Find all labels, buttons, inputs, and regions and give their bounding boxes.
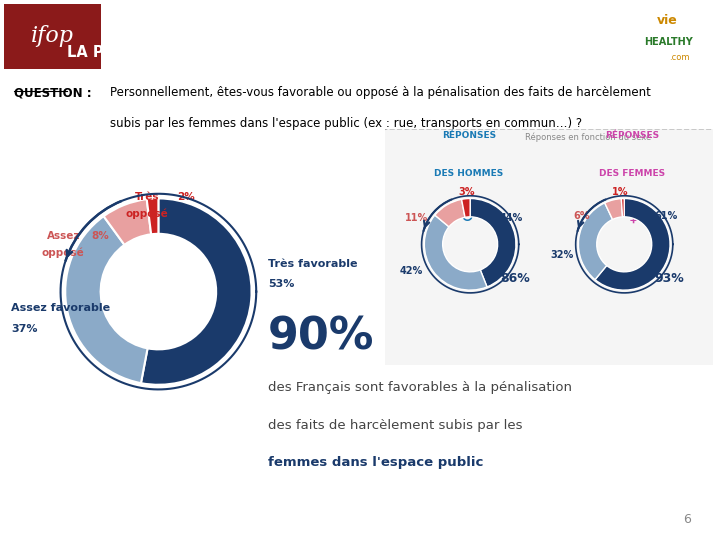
Text: ifop: ifop bbox=[31, 25, 74, 47]
FancyBboxPatch shape bbox=[4, 4, 101, 69]
Text: .com: .com bbox=[670, 54, 690, 62]
Text: 86%: 86% bbox=[500, 272, 530, 285]
Wedge shape bbox=[470, 199, 516, 287]
Text: Personnellement, êtes-vous favorable ou opposé à la pénalisation des faits de ha: Personnellement, êtes-vous favorable ou … bbox=[109, 86, 650, 99]
Wedge shape bbox=[605, 199, 623, 220]
Text: L'ADHÉSION DES FRANÇAIS À: L'ADHÉSION DES FRANÇAIS À bbox=[238, 16, 482, 34]
Text: 32%: 32% bbox=[550, 250, 573, 260]
Text: 44%: 44% bbox=[500, 213, 523, 223]
Text: 8%: 8% bbox=[91, 231, 109, 241]
Text: DES FEMMES: DES FEMMES bbox=[600, 169, 665, 178]
Text: 11%: 11% bbox=[405, 213, 428, 223]
Text: des faits de harcèlement subis par les: des faits de harcèlement subis par les bbox=[268, 419, 523, 432]
Text: femmes dans l'espace public: femmes dans l'espace public bbox=[268, 456, 484, 469]
Wedge shape bbox=[435, 199, 465, 227]
Text: Assez favorable: Assez favorable bbox=[12, 303, 110, 314]
Text: RÉPONSES: RÉPONSES bbox=[606, 131, 660, 140]
Text: 61%: 61% bbox=[654, 211, 678, 221]
Text: 53%: 53% bbox=[269, 279, 294, 289]
Text: 42%: 42% bbox=[399, 266, 423, 276]
Text: QUESTION :: QUESTION : bbox=[14, 86, 92, 99]
Text: Réponses en fonction du sexe: Réponses en fonction du sexe bbox=[525, 133, 652, 142]
Text: LA PÉNALISATION DES FAITS DE HARCÈLEMENT DANS L'ESPACE PUBLIC: LA PÉNALISATION DES FAITS DE HARCÈLEMENT… bbox=[66, 45, 654, 60]
Text: Assez: Assez bbox=[47, 231, 80, 241]
FancyBboxPatch shape bbox=[382, 129, 716, 367]
Wedge shape bbox=[621, 199, 624, 217]
Text: HEALTHY: HEALTHY bbox=[644, 37, 693, 47]
Text: 1%: 1% bbox=[612, 187, 629, 197]
Text: opposé: opposé bbox=[42, 247, 85, 258]
Wedge shape bbox=[595, 199, 670, 290]
Text: des Français sont favorables à la pénalisation: des Français sont favorables à la pénali… bbox=[268, 381, 572, 394]
Text: 2%: 2% bbox=[177, 192, 195, 201]
Text: 3%: 3% bbox=[458, 187, 474, 197]
Wedge shape bbox=[578, 203, 613, 280]
Text: RÉPONSES: RÉPONSES bbox=[441, 131, 496, 140]
Wedge shape bbox=[147, 199, 158, 234]
Wedge shape bbox=[141, 199, 251, 385]
Text: Très: Très bbox=[135, 192, 159, 201]
Wedge shape bbox=[462, 199, 470, 217]
Text: ♂: ♂ bbox=[461, 207, 477, 225]
Text: vie: vie bbox=[657, 14, 678, 27]
Text: opposé: opposé bbox=[126, 208, 168, 219]
Text: subis par les femmes dans l'espace public (ex : rue, transports en commun…) ?: subis par les femmes dans l'espace publi… bbox=[109, 117, 582, 130]
Text: Très favorable: Très favorable bbox=[269, 259, 358, 268]
Wedge shape bbox=[66, 216, 148, 383]
Text: 93%: 93% bbox=[654, 272, 684, 285]
Text: 37%: 37% bbox=[12, 324, 37, 334]
FancyBboxPatch shape bbox=[616, 4, 716, 69]
Text: 6%: 6% bbox=[574, 211, 590, 221]
Text: ♀: ♀ bbox=[626, 207, 639, 225]
Text: DES HOMMES: DES HOMMES bbox=[434, 169, 503, 178]
Text: 6: 6 bbox=[683, 513, 691, 526]
Wedge shape bbox=[104, 199, 151, 245]
Wedge shape bbox=[424, 215, 487, 290]
Text: 90%: 90% bbox=[268, 316, 374, 359]
